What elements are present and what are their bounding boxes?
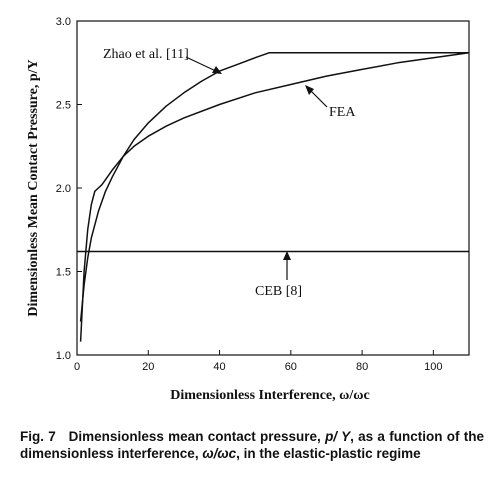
plot-frame: [77, 21, 469, 355]
x-tick-label: 20: [142, 361, 154, 373]
y-tick-label: 2.5: [56, 100, 71, 112]
x-tick-label: 40: [213, 361, 225, 373]
arrowhead-ceb: [283, 251, 291, 260]
y-tick-label: 2.0: [56, 183, 71, 195]
annotation-zhao: Zhao et al. [11]: [103, 47, 189, 62]
y-tick-label: 1.0: [56, 350, 71, 362]
annotation-fea: FEA: [329, 105, 356, 120]
caption-label: Fig. 7: [20, 429, 56, 444]
x-tick-label: 0: [74, 361, 80, 373]
x-tick-label: 100: [424, 361, 442, 373]
y-tick-label: 3.0: [56, 16, 71, 28]
x-tick-label: 60: [285, 361, 297, 373]
caption-var-2: ω/ωc: [202, 446, 236, 461]
caption-text-3: , in the elastic-plastic regime: [236, 446, 421, 461]
figure-caption: Fig. 7 Dimensionless mean contact pressu…: [20, 428, 484, 462]
caption-var-1: p/ Y: [325, 429, 350, 444]
y-axis: 1.0 1.5 2.0 2.5 3.0: [56, 16, 82, 362]
arrowhead-fea: [305, 85, 314, 95]
annotation-ceb: CEB [8]: [255, 284, 302, 299]
y-tick-label: 1.5: [56, 267, 71, 279]
x-axis: 0 20 40 60 80 100: [74, 350, 443, 373]
x-tick-label: 80: [356, 361, 368, 373]
chart: 1.0 1.5 2.0 2.5 3.0 0 20 40 60 80 100 Dimensionle…: [0, 0, 504, 420]
series-zhao-line: [81, 53, 469, 322]
x-axis-label: Dimensionless Interference, ω/ωc: [170, 388, 369, 403]
y-axis-label: Dimensionless Mean Contact Pressure, p/Y: [26, 59, 41, 316]
caption-text-1: Dimensionless mean contact pressure,: [69, 429, 325, 444]
